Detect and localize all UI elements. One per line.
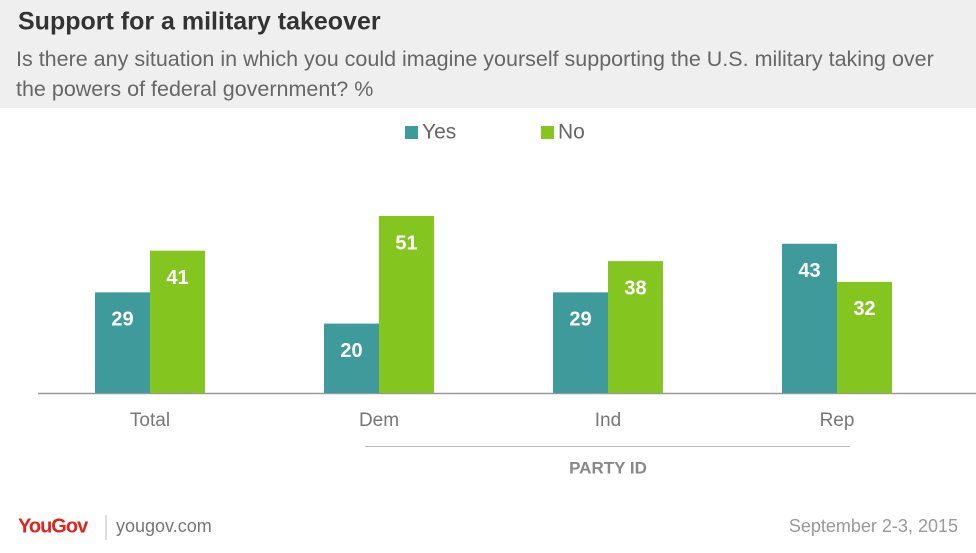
group-label: PARTY ID	[569, 458, 647, 477]
legend-swatch	[541, 126, 554, 139]
footer-url: yougov.com	[116, 516, 212, 536]
bar	[837, 281, 892, 393]
brand-logo: YouGov	[18, 515, 89, 537]
x-tick-label: Rep	[820, 410, 855, 431]
value-label: 51	[395, 232, 417, 254]
value-label: 43	[798, 260, 820, 282]
x-tick-label: Ind	[595, 410, 621, 431]
bar	[782, 243, 837, 393]
footer-date: September 2-3, 2015	[789, 516, 958, 536]
value-label: 32	[853, 298, 875, 320]
x-tick-label: Dem	[359, 410, 399, 431]
bar	[379, 216, 434, 393]
header-background	[0, 0, 976, 108]
bar	[608, 261, 663, 393]
value-label: 41	[166, 267, 188, 289]
subtitle-box: Is there any situation in which you coul…	[16, 47, 934, 101]
bar	[150, 250, 205, 393]
chart-title: Support for a military takeover	[18, 8, 381, 36]
legend-label: No	[558, 121, 585, 144]
value-label: 29	[111, 309, 133, 331]
legend-swatch	[405, 126, 418, 139]
bar	[324, 323, 379, 393]
value-label: 29	[569, 309, 591, 331]
bar	[553, 292, 608, 393]
x-tick-label: Total	[130, 410, 170, 431]
value-label: 38	[624, 277, 646, 299]
value-label: 20	[340, 340, 362, 362]
legend-label: Yes	[422, 121, 456, 144]
bar	[95, 292, 150, 393]
chart-subtitle: Is there any situation in which you coul…	[16, 47, 934, 101]
